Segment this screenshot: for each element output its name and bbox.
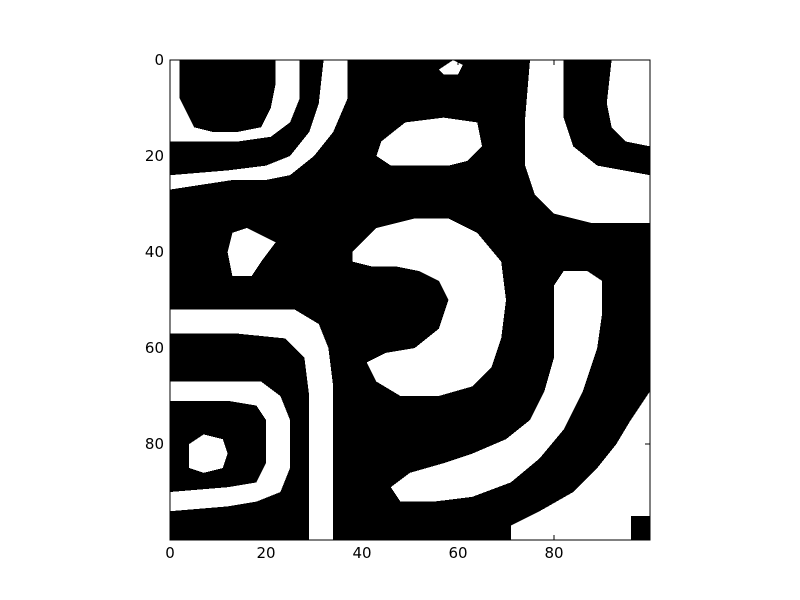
tick-marks [169,59,650,540]
y-tick-label: 20 [145,147,164,165]
white-region [606,60,650,147]
x-tick-label: 80 [544,544,563,562]
white-region [227,228,276,276]
white-region [170,309,334,540]
white-region [376,117,482,166]
axes-frame [169,59,651,541]
y-tick-label: 80 [145,435,164,453]
x-tick-label: 40 [352,544,371,562]
white-region [352,218,506,396]
image-area [170,60,650,540]
white-region [438,60,463,75]
plot-frame [169,59,651,541]
x-tick-label: 20 [256,544,275,562]
y-tick-label: 60 [145,339,164,357]
white-region [189,434,228,473]
white-region [525,60,650,224]
white-region [170,381,290,512]
y-tick-label: 40 [145,243,164,261]
white-region [390,271,602,502]
y-tick-label: 0 [154,51,164,69]
white-region [170,60,300,142]
tick-labels: 0 20 40 60 80 0 20 40 60 80 [145,51,564,562]
x-tick-label: 60 [448,544,467,562]
white-region [510,391,650,540]
x-tick-label: 0 [165,544,175,562]
white-region [170,60,348,190]
